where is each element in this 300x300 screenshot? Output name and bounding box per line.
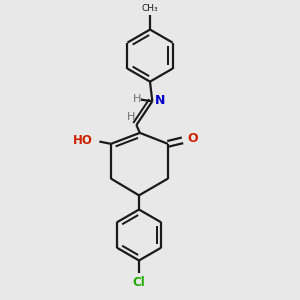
Text: O: O [187, 132, 198, 146]
Text: H: H [126, 112, 135, 122]
Text: N: N [154, 94, 165, 107]
Text: Cl: Cl [133, 275, 146, 289]
Text: CH₃: CH₃ [142, 4, 158, 13]
Text: HO: HO [73, 134, 93, 148]
Text: H: H [133, 94, 142, 104]
